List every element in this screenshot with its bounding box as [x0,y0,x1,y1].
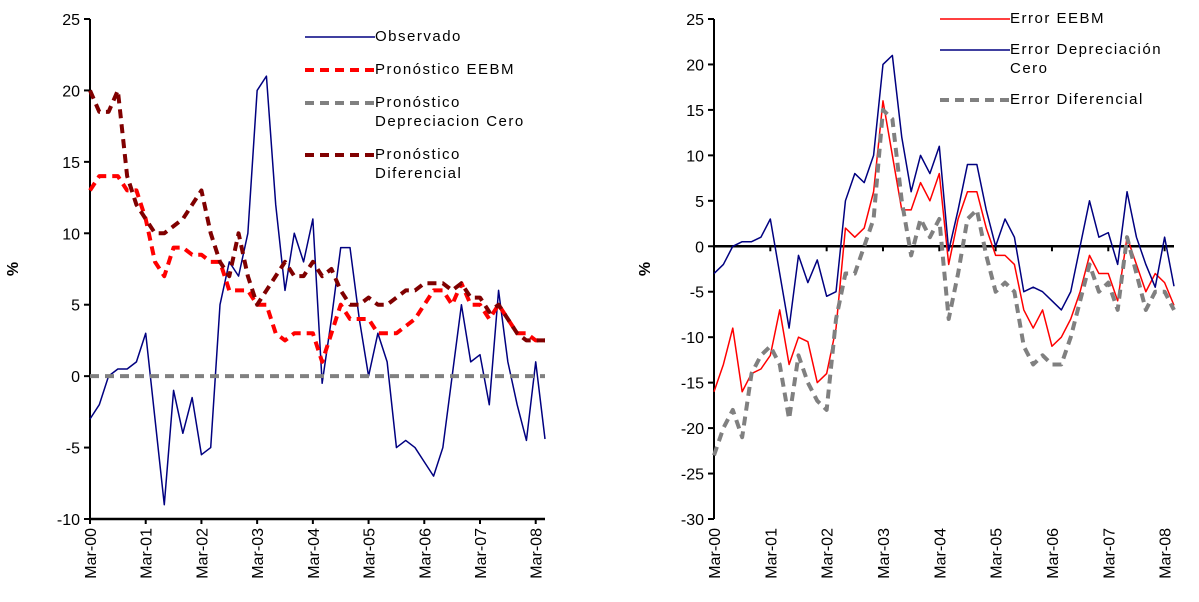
x-tick-label: Mar-08 [1158,528,1175,579]
x-tick-label: Mar-05 [989,528,1006,579]
y-axis-label: % [5,262,22,276]
x-tick-label: Mar-04 [306,528,323,579]
y-tick-label: -25 [681,467,704,484]
series-line [713,54,1175,329]
legend: Error EEBM Error Depreciación Cero Error D… [940,9,1195,121]
legend-entry: Error Depreciación Cero [940,40,1195,78]
x-tick-label: Mar-05 [362,528,379,579]
legend-entry: Pronóstico EEBM [305,60,545,79]
legend-entry: Pronóstico Depreciacion Cero [305,93,545,131]
legend-swatch [305,101,375,105]
legend-swatch [305,153,375,157]
y-tick-label: -10 [681,330,704,347]
x-tick-label: Mar-02 [194,528,211,579]
x-tick-label: Mar-04 [932,528,949,579]
y-tick-label: -20 [681,421,704,438]
x-tick-label: Mar-01 [763,528,780,579]
legend-entry: Error Diferencial [940,90,1195,109]
legend-label: Observado [375,28,462,45]
x-tick-label: Mar-08 [529,528,546,579]
x-tick-label: Mar-07 [473,528,490,579]
legend-swatch [940,98,1010,102]
y-tick-label: 5 [695,194,704,211]
series-line [88,174,545,364]
legend-entry: Observado [305,27,545,46]
y-tick-label: 10 [686,148,704,165]
legend-label: Error EEBM [1010,10,1106,27]
legend-entry: Pronóstico Diferencial [305,145,545,183]
y-tick-label: -5 [690,285,704,302]
x-tick-label: Mar-06 [417,528,434,579]
y-tick-label: 15 [62,155,80,172]
x-tick-label: Mar-07 [1101,528,1118,579]
y-tick-label: 0 [695,239,704,256]
legend-swatch [305,68,375,72]
x-tick-label: Mar-00 [707,528,724,579]
x-tick-label: Mar-03 [250,528,267,579]
series-line [713,100,1175,393]
y-tick-label: 20 [62,83,80,100]
y-tick-label: 5 [71,298,80,315]
y-tick-label: -5 [66,441,80,458]
series-line [89,75,546,506]
legend-swatch [305,36,375,38]
y-tick-label: -30 [681,512,704,529]
series-line [712,107,1176,457]
legend-label: Pronóstico Depreciacion Cero [375,94,525,130]
y-tick-label: 15 [686,103,704,120]
y-tick-label: 25 [62,12,80,29]
y-tick-label: 25 [686,12,704,29]
x-tick-label: Mar-00 [83,528,100,579]
legend-entry: Error EEBM [940,9,1195,28]
y-tick-label: 0 [71,369,80,386]
legend-label: Pronóstico EEBM [375,61,516,78]
legend-swatch [940,18,1010,20]
x-tick-label: Mar-02 [820,528,837,579]
y-tick-label: 10 [62,226,80,243]
legend: Observado Pronóstico EEBM Pronóstico Depre… [305,27,545,197]
x-tick-label: Mar-06 [1045,528,1062,579]
y-tick-label: -15 [681,376,704,393]
series-line [88,88,545,343]
x-tick-label: Mar-01 [139,528,156,579]
y-axis-label: % [637,262,654,276]
legend-label: Error Depreciación Cero [1010,41,1163,77]
y-tick-label: 20 [686,57,704,74]
x-tick-label: Mar-03 [876,528,893,579]
legend-label: Pronóstico Diferencial [375,146,463,182]
legend-label: Error Diferencial [1010,91,1144,108]
legend-swatch [940,49,1010,51]
y-tick-label: -10 [57,512,80,529]
